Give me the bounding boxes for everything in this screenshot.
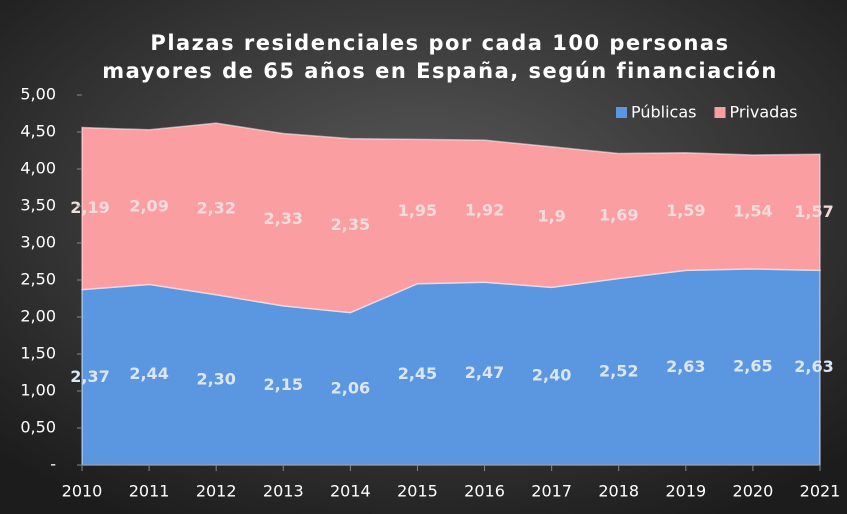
y-tick-label: 0,50: [20, 418, 56, 437]
data-label: 2,40: [532, 366, 571, 385]
y-tick-label: 1,00: [20, 381, 56, 400]
data-label: 2,63: [666, 357, 705, 376]
x-tick-label: 2011: [129, 482, 170, 501]
y-tick-label: 4,00: [20, 159, 56, 178]
area: [81, 122, 821, 314]
legend-label: Privadas: [730, 103, 798, 122]
data-label: 1,92: [465, 201, 504, 220]
data-label: 2,52: [599, 361, 638, 380]
data-label: 2,44: [129, 364, 168, 383]
legend-swatch: [616, 107, 627, 118]
data-label: 2,37: [70, 367, 109, 386]
y-tick-label: 1,50: [20, 344, 56, 363]
data-label: 1,59: [666, 201, 705, 220]
x-tick-label: 2017: [531, 482, 572, 501]
x-tick-label: 2012: [196, 482, 237, 501]
data-label: 2,45: [398, 364, 437, 383]
x-tick-label: 2018: [598, 482, 639, 501]
data-label: 1,54: [733, 201, 772, 220]
y-tick-label: 2,00: [20, 307, 56, 326]
x-tick-label: 2010: [62, 482, 103, 501]
chart-title: Plazas residenciales por cada 100 person…: [150, 31, 729, 55]
legend-label: Públicas: [631, 103, 697, 122]
y-tick-label: 5,00: [20, 85, 56, 104]
data-label: 1,9: [537, 207, 565, 226]
x-tick-label: 2020: [733, 482, 774, 501]
y-tick-label: 4,50: [20, 122, 56, 141]
data-label: 2,47: [465, 363, 504, 382]
y-tick-label: -: [50, 455, 56, 474]
legend-swatch: [714, 107, 726, 118]
data-label: 2,30: [196, 369, 235, 388]
data-label: 2,15: [264, 375, 303, 394]
x-tick-label: 2013: [263, 482, 304, 501]
data-label: 2,63: [794, 357, 833, 376]
data-label: 2,19: [70, 198, 109, 217]
x-tick-label: 2016: [464, 482, 505, 501]
x-tick-label: 2021: [800, 482, 841, 501]
chart-title: mayores de 65 años en España, según fina…: [102, 59, 778, 83]
data-label: 2,33: [264, 209, 303, 228]
data-label: 2,65: [733, 356, 772, 375]
y-tick-label: 2,50: [20, 270, 56, 289]
data-label: 2,09: [129, 197, 168, 216]
area: [81, 268, 821, 466]
x-tick-label: 2014: [330, 482, 371, 501]
data-label: 1,95: [398, 201, 437, 220]
x-tick-label: 2015: [397, 482, 438, 501]
data-label: 1,69: [599, 205, 638, 224]
y-tick-label: 3,00: [20, 233, 56, 252]
data-label: 2,35: [331, 215, 370, 234]
y-tick-label: 3,50: [20, 196, 56, 215]
data-label: 2,32: [196, 198, 235, 217]
data-label: 2,06: [331, 378, 370, 397]
x-tick-label: 2019: [665, 482, 706, 501]
data-label: 1,57: [794, 202, 833, 221]
